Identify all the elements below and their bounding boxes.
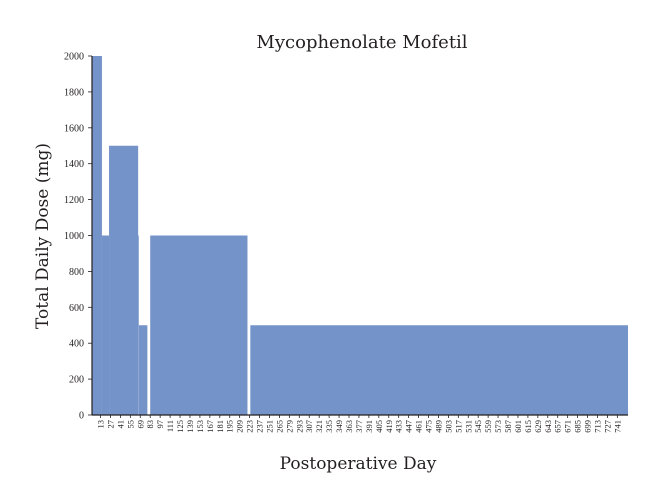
x-tick-label: 167 xyxy=(205,420,215,433)
dose-segment-3 xyxy=(138,235,139,415)
dose-segment-6 xyxy=(250,325,628,415)
y-tick-label: 0 xyxy=(79,411,84,422)
x-tick-label: 223 xyxy=(245,420,255,433)
x-tick-label: 643 xyxy=(543,420,553,433)
dose-segment-5 xyxy=(150,235,248,415)
x-tick-label: 615 xyxy=(523,420,533,433)
x-tick-label: 503 xyxy=(443,420,453,433)
x-tick-label: 181 xyxy=(215,420,225,433)
x-tick-label: 13 xyxy=(96,420,106,429)
x-tick-label: 195 xyxy=(225,420,235,433)
x-tick-label: 111 xyxy=(165,420,175,432)
x-tick-label: 741 xyxy=(612,420,622,433)
x-tick-label: 475 xyxy=(424,420,434,433)
y-tick-label: 800 xyxy=(69,267,84,278)
x-tick-label: 321 xyxy=(314,420,324,433)
x-tick-label: 27 xyxy=(105,420,115,429)
dose-segment-2 xyxy=(109,145,139,415)
x-tick-label: 139 xyxy=(185,420,195,433)
x-tick-label: 265 xyxy=(274,420,284,433)
x-tick-label: 377 xyxy=(354,420,364,433)
x-tick-label: 545 xyxy=(473,420,483,433)
x-tick-label: 307 xyxy=(304,420,314,433)
chart-title: Mycophenolate Mofetil xyxy=(256,32,467,53)
x-tick-label: 573 xyxy=(493,420,503,433)
x-tick-group: 13 27 41 55 69 83 97 111 125 139 153 167 181 195 209 22… xyxy=(96,415,622,433)
x-tick-label: 237 xyxy=(255,420,265,433)
x-tick-label: 335 xyxy=(324,420,334,433)
x-tick-label: 447 xyxy=(404,420,414,433)
x-tick-label: 601 xyxy=(513,420,523,433)
y-tick-group: 0 200 400 600 800 1000 1200 1400 1600 1800 2000 xyxy=(64,52,92,422)
dose-area-layer xyxy=(92,56,628,415)
x-tick-label: 489 xyxy=(433,420,443,433)
x-tick-label: 363 xyxy=(344,420,354,433)
x-tick-label: 419 xyxy=(384,420,394,433)
x-tick-label: 209 xyxy=(235,420,245,433)
y-axis-label: Total Daily Dose (mg) xyxy=(33,143,53,329)
x-tick-label: 559 xyxy=(483,420,493,433)
y-tick-label: 200 xyxy=(69,375,84,386)
x-tick-label: 349 xyxy=(334,420,344,433)
x-tick-label: 405 xyxy=(374,420,384,433)
x-tick-label: 279 xyxy=(284,420,294,433)
x-tick-label: 657 xyxy=(553,420,563,433)
x-tick-label: 391 xyxy=(364,420,374,433)
x-tick-label: 517 xyxy=(453,420,463,433)
x-tick-label: 713 xyxy=(592,420,602,433)
y-tick-label: 2000 xyxy=(64,52,84,63)
x-tick-label: 153 xyxy=(195,420,205,433)
x-tick-label: 699 xyxy=(583,420,593,433)
y-tick-label: 1600 xyxy=(64,123,84,134)
x-tick-label: 83 xyxy=(145,420,155,429)
x-tick-label: 727 xyxy=(602,420,612,433)
y-tick-label: 600 xyxy=(69,303,84,314)
x-tick-label: 461 xyxy=(414,420,424,433)
x-tick-label: 125 xyxy=(175,420,185,433)
x-tick-label: 293 xyxy=(294,420,304,433)
x-tick-label: 97 xyxy=(155,420,165,429)
dose-segment-0 xyxy=(92,56,102,415)
dose-segment-4 xyxy=(138,325,148,415)
x-tick-label: 55 xyxy=(125,420,135,429)
x-tick-label: 587 xyxy=(503,420,513,433)
x-tick-label: 251 xyxy=(264,420,274,433)
y-tick-label: 1200 xyxy=(64,195,84,206)
x-tick-label: 685 xyxy=(573,420,583,433)
dose-segment-1 xyxy=(101,235,110,415)
x-tick-label: 433 xyxy=(394,420,404,433)
x-tick-label: 671 xyxy=(563,420,573,433)
y-tick-label: 1400 xyxy=(64,159,84,170)
x-tick-label: 41 xyxy=(115,420,125,429)
x-axis-label: Postoperative Day xyxy=(280,454,437,474)
y-tick-label: 400 xyxy=(69,339,84,350)
x-tick-label: 531 xyxy=(463,420,473,433)
y-tick-label: 1000 xyxy=(64,231,84,242)
y-tick-label: 1800 xyxy=(64,87,84,98)
x-tick-label: 629 xyxy=(533,420,543,433)
x-tick-label: 69 xyxy=(135,420,145,429)
